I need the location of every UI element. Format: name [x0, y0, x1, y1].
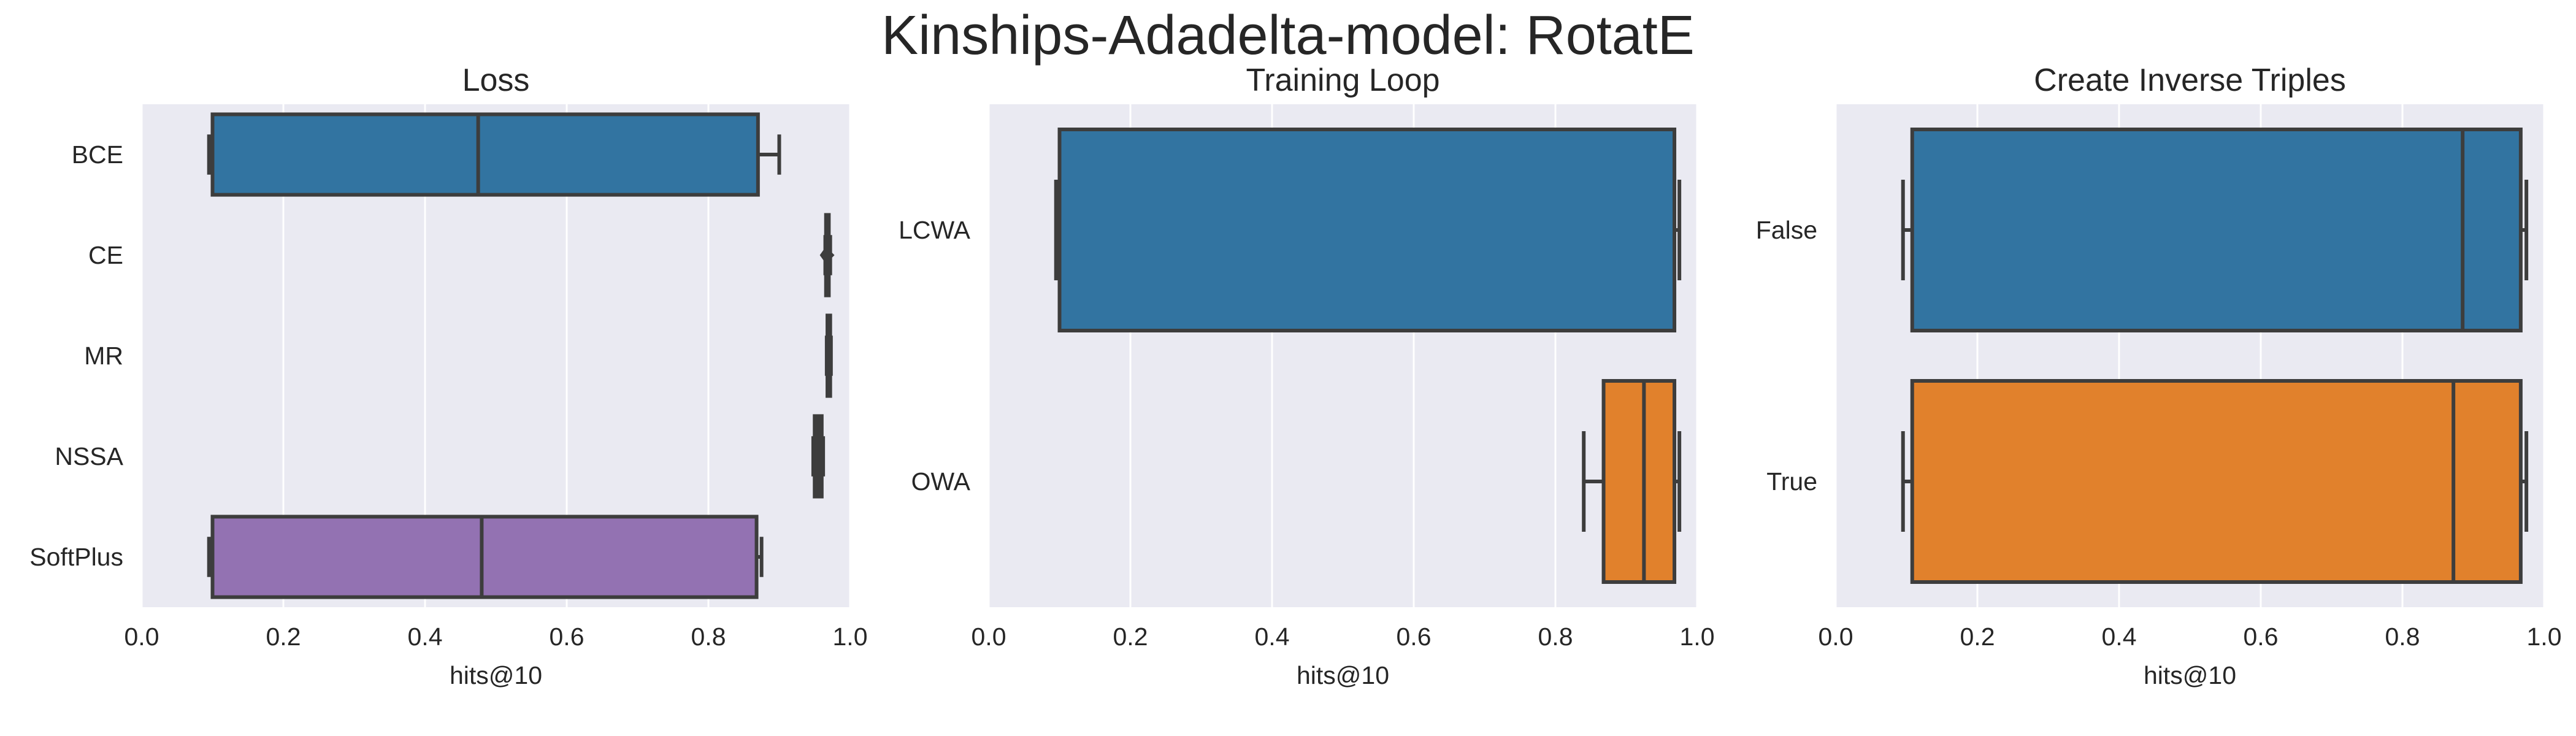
box-softplus	[210, 515, 759, 599]
y-tick-label: BCE	[72, 140, 123, 169]
x-tick-label: 0.8	[1538, 623, 1573, 651]
y-tick-label: False	[1756, 216, 1817, 244]
x-tick-label: 0.2	[266, 623, 301, 651]
x-tick-label: 0.6	[550, 623, 585, 651]
x-tick-label: 1.0	[833, 623, 868, 651]
y-tick-label: SoftPlus	[29, 543, 123, 571]
box-false	[1910, 128, 2523, 332]
x-tick-label: 1.0	[2527, 623, 2562, 651]
y-tick-label: CE	[88, 241, 123, 269]
x-tick-label: 0.2	[1960, 623, 1995, 651]
panel-title: Create Inverse Triples	[2034, 63, 2346, 98]
y-tick-label: True	[1766, 467, 1817, 496]
panel-title: Loss	[462, 63, 530, 98]
x-tick-label: 0.8	[691, 623, 726, 651]
x-tick-label: 0.6	[1397, 623, 1432, 651]
x-tick-label: 0.4	[2102, 623, 2137, 651]
outlier-marker	[819, 247, 835, 264]
x-axis-label: hits@10	[450, 661, 542, 689]
x-tick-label: 0.8	[2385, 623, 2420, 651]
y-tick-label: NSSA	[55, 442, 123, 470]
y-tick-label: MR	[84, 342, 123, 370]
x-tick-label: 0.0	[1819, 623, 1853, 651]
x-tick-label: 0.2	[1113, 623, 1148, 651]
y-tick-label: LCWA	[899, 216, 971, 244]
x-tick-label: 0.0	[972, 623, 1006, 651]
figure-title: Kinships-Adadelta-model: RotatE	[881, 5, 1695, 66]
x-axis-label: hits@10	[2144, 661, 2236, 689]
x-tick-label: 1.0	[1680, 623, 1715, 651]
x-axis-label: hits@10	[1297, 661, 1389, 689]
x-tick-label: 0.0	[125, 623, 159, 651]
box-true	[1910, 379, 2523, 584]
box-lcwa	[1057, 128, 1677, 332]
x-tick-label: 0.4	[408, 623, 443, 651]
y-tick-label: OWA	[911, 467, 971, 496]
box-owa	[1601, 379, 1677, 584]
x-tick-label: 0.6	[2244, 623, 2279, 651]
x-tick-label: 0.4	[1255, 623, 1290, 651]
box-bce	[210, 112, 760, 197]
panel-title: Training Loop	[1246, 63, 1439, 98]
